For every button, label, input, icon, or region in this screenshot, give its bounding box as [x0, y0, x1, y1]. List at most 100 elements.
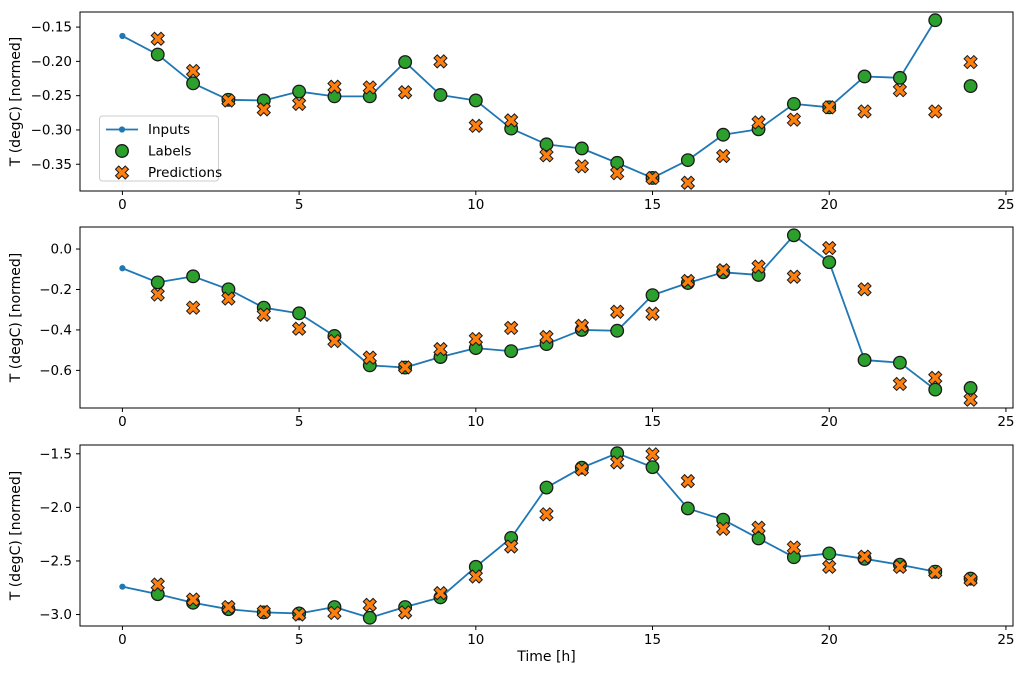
x-tick-label: 0 — [118, 197, 127, 213]
prediction-marker — [680, 273, 696, 289]
prediction-marker — [892, 82, 908, 98]
prediction-marker — [822, 559, 837, 575]
label-marker — [822, 546, 837, 561]
inputs-line — [122, 234, 936, 391]
legend-labels-circle-sample — [115, 144, 129, 158]
prediction-marker — [928, 564, 943, 580]
prediction-marker — [751, 259, 766, 274]
prediction-marker — [574, 318, 590, 334]
prediction-marker — [468, 569, 484, 584]
label-marker — [610, 323, 625, 338]
prediction-marker — [609, 304, 625, 319]
label-marker — [150, 275, 165, 290]
prediction-marker — [468, 331, 484, 347]
prediction-marker — [680, 175, 696, 190]
prediction-marker — [291, 321, 307, 336]
label-marker — [539, 137, 554, 152]
label-marker — [892, 70, 907, 85]
prediction-marker — [362, 80, 378, 95]
x-tick-label: 5 — [295, 197, 304, 213]
prediction-marker — [892, 376, 908, 392]
prediction-marker — [397, 360, 413, 375]
prediction-marker — [786, 112, 802, 127]
prediction-marker — [822, 240, 837, 256]
prediction-marker — [574, 462, 590, 477]
subplot-3: 0 5 10 15 20 25 −1.5 −2.0 −2.5 −3.0 T (degC) [norm… — [8, 444, 1015, 665]
label-marker — [857, 69, 872, 84]
label-marker — [292, 306, 307, 321]
label-marker — [186, 76, 201, 91]
prediction-marker — [150, 287, 165, 302]
prediction-marker — [751, 520, 766, 535]
label-marker — [292, 84, 307, 99]
label-marker — [786, 96, 801, 111]
y-tick-label: −0.6 — [39, 363, 72, 379]
y-tick-label: −0.30 — [31, 122, 72, 138]
label-marker — [963, 381, 978, 395]
prediction-marker — [256, 604, 271, 620]
label-marker — [645, 460, 660, 475]
x-tick-label: 15 — [644, 632, 661, 648]
label-marker — [716, 127, 731, 142]
x-tick-label: 15 — [644, 414, 661, 430]
prediction-marker — [857, 104, 872, 119]
x-axis-label: Time [h] — [516, 649, 576, 665]
prediction-marker — [786, 269, 802, 284]
prediction-marker — [539, 148, 554, 163]
prediction-marker — [715, 521, 731, 537]
subplot-2: 0 5 10 15 20 25 0.0 −0.2 −0.4 −0.6 T (degC) [norme… — [8, 226, 1015, 430]
prediction-marker — [221, 291, 236, 306]
prediction-marker — [150, 31, 165, 46]
label-marker — [928, 382, 943, 397]
prediction-marker — [574, 159, 590, 174]
prediction-marker — [928, 370, 943, 386]
prediction-marker — [963, 54, 978, 70]
prediction-marker — [185, 300, 201, 315]
y-axis-label: T (degC) [normed] — [8, 471, 24, 602]
prediction-marker — [609, 165, 625, 181]
label-marker — [186, 269, 201, 284]
prediction-marker — [256, 307, 271, 322]
x-tick-label: 10 — [467, 414, 484, 430]
prediction-marker — [468, 118, 484, 134]
prediction-marker — [221, 93, 236, 108]
legend-box — [99, 115, 219, 182]
prediction-marker — [928, 104, 943, 119]
x-tick-label: 15 — [644, 197, 661, 213]
y-tick-label: −0.20 — [31, 54, 72, 70]
prediction-marker — [822, 100, 837, 115]
prediction-marker — [433, 585, 448, 601]
label-marker — [892, 355, 907, 370]
prediction-marker — [715, 148, 731, 164]
prediction-marker — [539, 329, 554, 345]
prediction-marker — [503, 113, 519, 128]
prediction-marker — [680, 473, 696, 489]
prediction-marker — [433, 54, 448, 69]
y-tick-label: 0.0 — [51, 242, 72, 258]
label-marker — [539, 480, 554, 495]
legend-predictions-x-sample — [114, 165, 130, 180]
subplot-1: 0 5 10 15 20 25 −0.15 −0.20 −0.25 −0.30 −0.35 T (de… — [8, 11, 1015, 213]
y-axis-label: T (degC) [normed] — [8, 37, 24, 168]
label-marker — [362, 610, 377, 625]
prediction-marker — [221, 599, 236, 615]
input-point-marker — [119, 583, 126, 590]
label-marker — [398, 55, 413, 70]
x-tick-label: 0 — [118, 632, 127, 648]
label-marker — [751, 531, 766, 546]
label-marker — [610, 155, 625, 170]
x-tick-label: 10 — [467, 197, 484, 213]
label-marker — [645, 288, 660, 303]
prediction-marker — [645, 306, 660, 321]
label-marker — [504, 344, 519, 359]
x-tick-label: 20 — [821, 197, 838, 213]
legend: Inputs Labels Predictions — [99, 115, 222, 182]
prediction-marker — [892, 559, 908, 575]
prediction-marker — [291, 96, 307, 112]
input-point-marker — [119, 32, 126, 40]
prediction-marker — [327, 605, 342, 621]
label-marker — [433, 88, 448, 102]
x-tick-label: 5 — [295, 632, 304, 648]
prediction-marker — [963, 392, 978, 407]
legend-item-inputs: Inputs — [148, 122, 190, 138]
